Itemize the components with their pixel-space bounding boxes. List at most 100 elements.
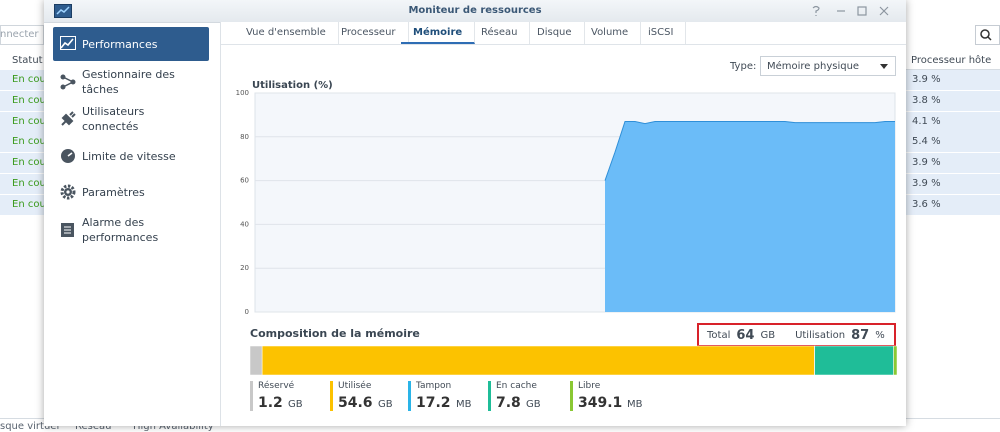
sidebar-label: Utilisateurs connectés [82,105,145,133]
legend-value: 349.1 [578,395,623,411]
tab[interactable]: iSCSI [636,22,687,44]
bottom-tab: High Availability [133,421,214,432]
status-cell: En cour [12,74,50,85]
row-bg [0,132,44,153]
sidebar-item[interactable]: Limite de vitesse [53,139,209,173]
row-bg [0,153,44,174]
tab[interactable]: Mémoire [401,22,476,44]
usage-unit: % [875,329,885,341]
sidebar-label: Paramètres [82,185,145,199]
row-bg [906,174,1000,194]
sidebar-label: Performances [82,37,158,51]
sidebar-icon [60,184,76,200]
total-label: Total [707,329,731,341]
tab[interactable]: Vue d'ensemble [234,22,339,44]
legend-value: 1.2 [258,395,283,411]
tab-bar [221,22,906,45]
legend-unit: GB [288,399,303,410]
total-value: 64 [736,327,755,343]
row-bg [906,90,1000,111]
row-bg [0,111,44,132]
search-button[interactable] [975,25,1000,45]
legend-value: 7.8 [496,395,521,411]
legend-unit: GB [526,399,541,410]
legend-value: 17.2 [416,395,451,411]
row-bg [906,194,1000,215]
search-icon [980,29,992,41]
legend-swatch [488,381,491,411]
resource-monitor-window: Moniteur de ressources Performances Gesti… [44,0,906,426]
row-bg [906,153,1000,174]
type-select-value: Mémoire physique [767,61,860,72]
row-bg [0,90,44,111]
sidebar-icon [61,111,76,126]
status-cell: En cour [12,94,50,106]
chart-title: Utilisation (%) [252,80,333,91]
status-cell: En cour [12,198,50,210]
row-bg [906,111,1000,132]
legend-value: 54.6 [338,395,373,411]
status-header: Statut [12,55,43,66]
sidebar-label: Limite de vitesse [82,149,176,163]
type-select[interactable]: Mémoire physique [760,56,896,76]
cpu-cell: 5.4 % [912,136,941,148]
sidebar-icon [60,36,76,50]
legend-unit: GB [378,399,393,410]
header-row [906,51,1000,70]
status-cell: En cour [12,178,50,189]
status-cell: En cour [12,157,50,169]
cpu-cell: 4.1 % [912,115,941,127]
sidebar-icon [60,74,76,90]
cpu-cell: 3.9 % [912,157,941,169]
legend-label: Réservé [258,381,295,391]
cpu-cell: 3.6 % [912,198,941,210]
sidebar-item[interactable]: Gestionnaire des tâches [53,65,209,99]
legend-swatch [408,381,411,411]
row-bg [0,194,44,215]
sidebar-icon [61,149,75,163]
dropdown-arrow [880,64,888,69]
sidebar-icon [61,223,74,237]
cpu-cell: 3.8 % [912,94,941,106]
cpu-header: Processeur hôte [911,55,992,66]
tab[interactable]: Disque [525,22,585,44]
tab[interactable]: Réseau [469,22,531,44]
window-controls[interactable] [810,4,900,18]
sidebar-label: Alarme des performances [82,216,159,244]
usage-label: Utilisation [795,329,846,341]
tab[interactable]: Processeur [329,22,409,44]
tab[interactable]: Volume [579,22,642,44]
sidebar-item[interactable]: Utilisateurs connectés [53,102,209,136]
search-placeholder: nnecter [0,29,39,40]
row-bg [0,174,44,194]
bottom-tab: sque virtuel [0,421,60,432]
row-bg [0,70,44,90]
cpu-cell: 3.9 % [912,74,941,85]
sidebar-item[interactable]: Performances [53,27,209,61]
legend-unit: MB [627,399,643,410]
bottom-tab: Réseau [75,421,112,432]
app-icon [54,4,72,18]
search-box[interactable] [0,25,44,45]
legend-label: Libre [578,381,601,391]
composition-title: Composition de la mémoire [250,327,420,340]
total-unit: GB [760,329,776,341]
total-box: Total 64 GB Utilisation 87 % [697,323,896,347]
row-bg [906,132,1000,153]
sidebar-label: Gestionnaire des tâches [82,68,175,96]
sidebar-item[interactable]: Alarme des performances [53,213,209,247]
row-bg [906,70,1000,90]
legend-swatch [250,381,253,411]
legend-swatch [330,381,333,411]
legend-unit: MB [456,399,472,410]
cpu-cell: 3.9 % [912,178,941,189]
sidebar-item[interactable]: Paramètres [53,175,209,209]
window-title: Moniteur de ressources [408,5,542,16]
type-label: Type: [730,61,757,72]
status-cell: En cour [12,136,50,148]
legend-label: En cache [496,381,537,391]
usage-value: 87 [851,327,870,343]
legend-label: Tampon [416,381,452,391]
legend-label: Utilisée [338,381,372,391]
status-cell: En cour [12,115,50,127]
